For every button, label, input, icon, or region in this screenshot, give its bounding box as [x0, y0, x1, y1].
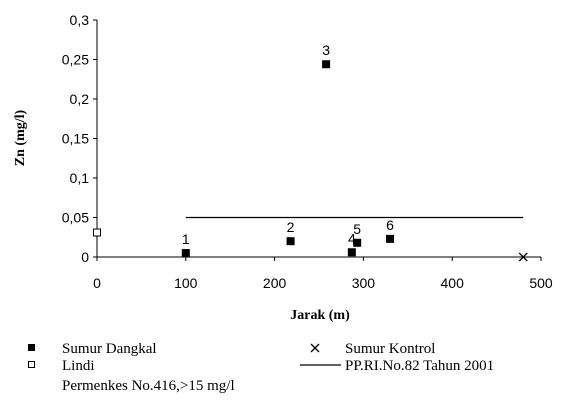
data-point-sumur-dangkal	[322, 60, 330, 68]
y-tick-label: 0,25	[62, 52, 89, 68]
legend-marker-sumur-kontrol	[311, 344, 319, 352]
data-point-lindi	[94, 229, 101, 236]
legend-label-pp-ri: PP.RI.No.82 Tahun 2001	[345, 358, 494, 374]
legend-marker-lindi	[29, 362, 35, 368]
x-tick-label: 0	[93, 275, 101, 291]
y-tick-label: 0,1	[70, 170, 90, 186]
data-point-label: 5	[353, 221, 361, 237]
x-tick-label: 400	[441, 275, 465, 291]
data-point-label: 2	[287, 219, 295, 235]
legend-label-lindi: Lindi	[62, 358, 95, 374]
legend-marker-sumur-dangkal	[28, 344, 35, 351]
data-point-label: 1	[182, 231, 190, 247]
y-tick-label: 0	[81, 249, 89, 265]
x-tick-label: 300	[352, 275, 376, 291]
x-axis-title: Jarak (m)	[290, 308, 350, 323]
data-point-sumur-dangkal	[348, 248, 356, 256]
y-tick-label: 0,2	[70, 91, 90, 107]
legend: Sumur Dangkal Sumur Kontrol Lindi PP.RI.…	[28, 341, 494, 394]
x-tick-label: 100	[174, 275, 198, 291]
data-point-sumur-dangkal	[287, 237, 295, 245]
axes	[93, 20, 541, 261]
legend-note-permenkes: Permenkes No.416,>15 mg/l	[62, 378, 235, 394]
data-point-sumur-dangkal	[182, 249, 190, 257]
legend-label-sumur-dangkal: Sumur Dangkal	[62, 341, 157, 357]
data-point-sumur-dangkal	[353, 239, 361, 247]
y-tick-label: 0,3	[70, 12, 90, 28]
y-tick-label: 0,15	[62, 131, 89, 147]
x-tick-label: 500	[529, 275, 553, 291]
legend-label-sumur-kontrol: Sumur Kontrol	[345, 341, 435, 357]
data-point-label: 6	[386, 217, 394, 233]
data-point-sumur-dangkal	[386, 235, 394, 243]
data-point-label: 3	[322, 42, 330, 58]
x-tick-label: 200	[263, 275, 287, 291]
tick-labels: 0 0,05 0,1 0,15 0,2 0,25 0,3 0 100 200 300 400 500	[62, 12, 553, 291]
y-tick-label: 0,05	[62, 210, 89, 226]
y-axis-title: Zn (mg/l)	[13, 109, 28, 166]
